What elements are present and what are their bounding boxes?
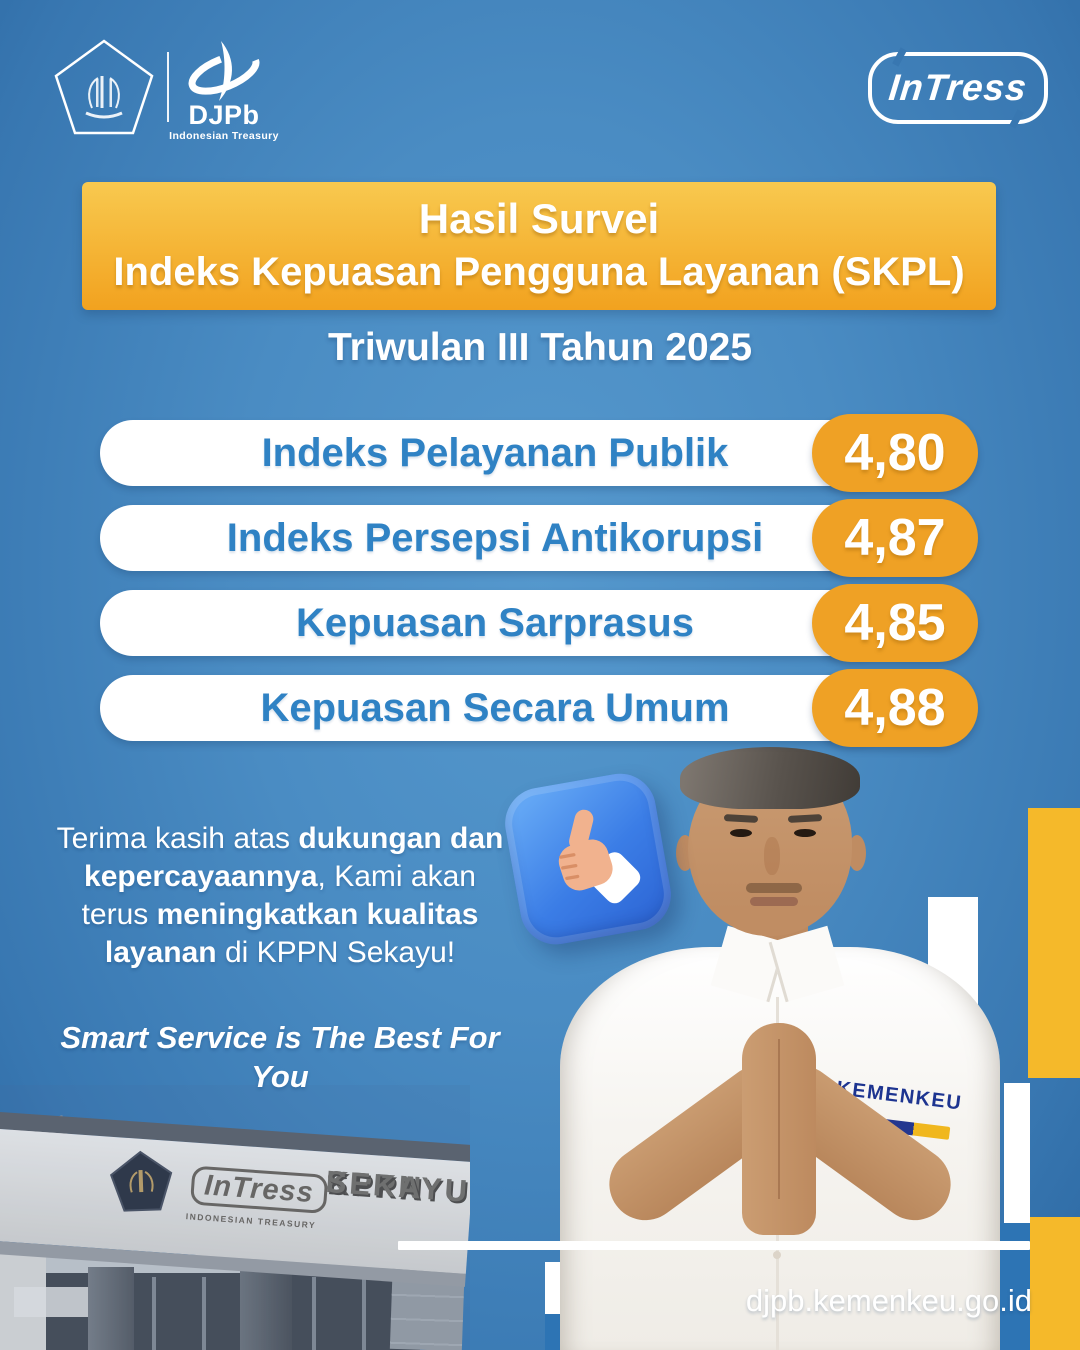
score-row: Kepuasan Secara Umum 4,88 bbox=[100, 669, 978, 747]
score-value-badge: 4,88 bbox=[812, 669, 978, 747]
intress-notch-mark bbox=[892, 47, 907, 67]
score-value: 4,85 bbox=[844, 594, 946, 652]
person-ear bbox=[848, 835, 866, 871]
score-label-pill: Kepuasan Sarprasus bbox=[100, 590, 890, 656]
score-row: Indeks Pelayanan Publik 4,80 bbox=[100, 414, 978, 492]
message-text: Terima kasih atas bbox=[56, 822, 299, 855]
intress-notch-mark bbox=[1009, 109, 1024, 129]
message-bold: dukungan dan kepercayaannya bbox=[84, 822, 504, 893]
person-hair bbox=[680, 747, 860, 809]
glass-frame bbox=[312, 1277, 316, 1350]
service-tagline: Smart Service is The Best For You bbox=[60, 1020, 500, 1094]
period-subtitle: Triwulan III Tahun 2025 bbox=[327, 326, 753, 369]
building-canopy: InTress INDONESIAN TREASURY KPPN SEKAYU bbox=[0, 1111, 470, 1295]
score-row: Indeks Persepsi Antikorupsi 4,87 bbox=[100, 499, 978, 577]
score-value: 4,88 bbox=[844, 679, 946, 737]
score-label: Kepuasan Sarprasus bbox=[296, 600, 694, 645]
decor-yellow-bar bbox=[1028, 808, 1080, 1078]
intress-logo: InTress bbox=[868, 47, 1048, 129]
score-row: Kepuasan Sarprasus 4,85 bbox=[100, 584, 978, 662]
score-label-pill: Kepuasan Secara Umum bbox=[100, 675, 890, 741]
glass-frame bbox=[152, 1277, 156, 1350]
thumbs-up-glyph bbox=[558, 809, 641, 904]
small-wall-sign bbox=[14, 1287, 88, 1317]
score-label: Indeks Pelayanan Publik bbox=[261, 430, 729, 475]
score-value-badge: 4,85 bbox=[812, 584, 978, 662]
djpb-logo-text: DJPb bbox=[188, 100, 260, 130]
thumbs-up-icon bbox=[499, 768, 677, 950]
greeting-hands bbox=[742, 1023, 816, 1235]
website-url: djpb.kemenkeu.go.id bbox=[745, 1283, 1032, 1318]
message-text: di KPPN Sekayu! bbox=[216, 936, 456, 969]
person-nose bbox=[764, 837, 780, 875]
header-divider bbox=[167, 52, 169, 122]
score-label: Kepuasan Secara Umum bbox=[260, 685, 730, 730]
message-text: , Kami akan terus bbox=[81, 860, 476, 931]
title-banner: Hasil Survei Indeks Kepuasan Pengguna La… bbox=[82, 182, 996, 310]
glass-frame bbox=[202, 1277, 206, 1350]
person-eye bbox=[730, 829, 752, 837]
score-label-pill: Indeks Persepsi Antikorupsi bbox=[100, 505, 890, 571]
person-mouth bbox=[750, 897, 798, 906]
kemenkeu-sign-icon bbox=[109, 1150, 173, 1212]
building-pillar bbox=[88, 1267, 134, 1350]
title-line-1: Hasil Survei bbox=[418, 195, 660, 242]
building-tint-overlay bbox=[0, 1085, 470, 1350]
footer-divider-line bbox=[398, 1241, 1030, 1250]
decor-yellow-bar bbox=[1030, 1217, 1080, 1350]
decor-white-bar bbox=[1004, 1083, 1030, 1225]
title-line-2: Indeks Kepuasan Pengguna Layanan (SKPL) bbox=[113, 250, 965, 294]
building-pillar bbox=[240, 1271, 292, 1350]
official-photo: KEMENKEU bbox=[520, 735, 1040, 1350]
thank-you-message: Terima kasih atas dukungan dan kepercaya… bbox=[55, 820, 505, 972]
kemenkeu-logo-icon bbox=[54, 39, 154, 135]
score-label: Indeks Persepsi Antikorupsi bbox=[226, 515, 764, 560]
glass-frame bbox=[362, 1277, 366, 1350]
score-value-badge: 4,87 bbox=[812, 499, 978, 577]
shirt-button bbox=[773, 1251, 781, 1259]
person-mustache bbox=[746, 883, 802, 893]
kppn-building-photo: InTress INDONESIAN TREASURY KPPN SEKAYU bbox=[0, 1085, 470, 1350]
djpb-logo-icon bbox=[188, 41, 260, 101]
score-value: 4,80 bbox=[844, 424, 946, 482]
person-eye bbox=[794, 829, 816, 837]
score-value: 4,87 bbox=[844, 509, 946, 567]
message-bold: meningkatkan kualitas layanan bbox=[104, 898, 479, 969]
score-label-pill: Indeks Pelayanan Publik bbox=[100, 420, 890, 486]
djpb-logo-subtitle: Indonesian Treasury bbox=[169, 130, 279, 142]
score-value-badge: 4,80 bbox=[812, 414, 978, 492]
intress-logo-text: InTress bbox=[886, 67, 1030, 108]
